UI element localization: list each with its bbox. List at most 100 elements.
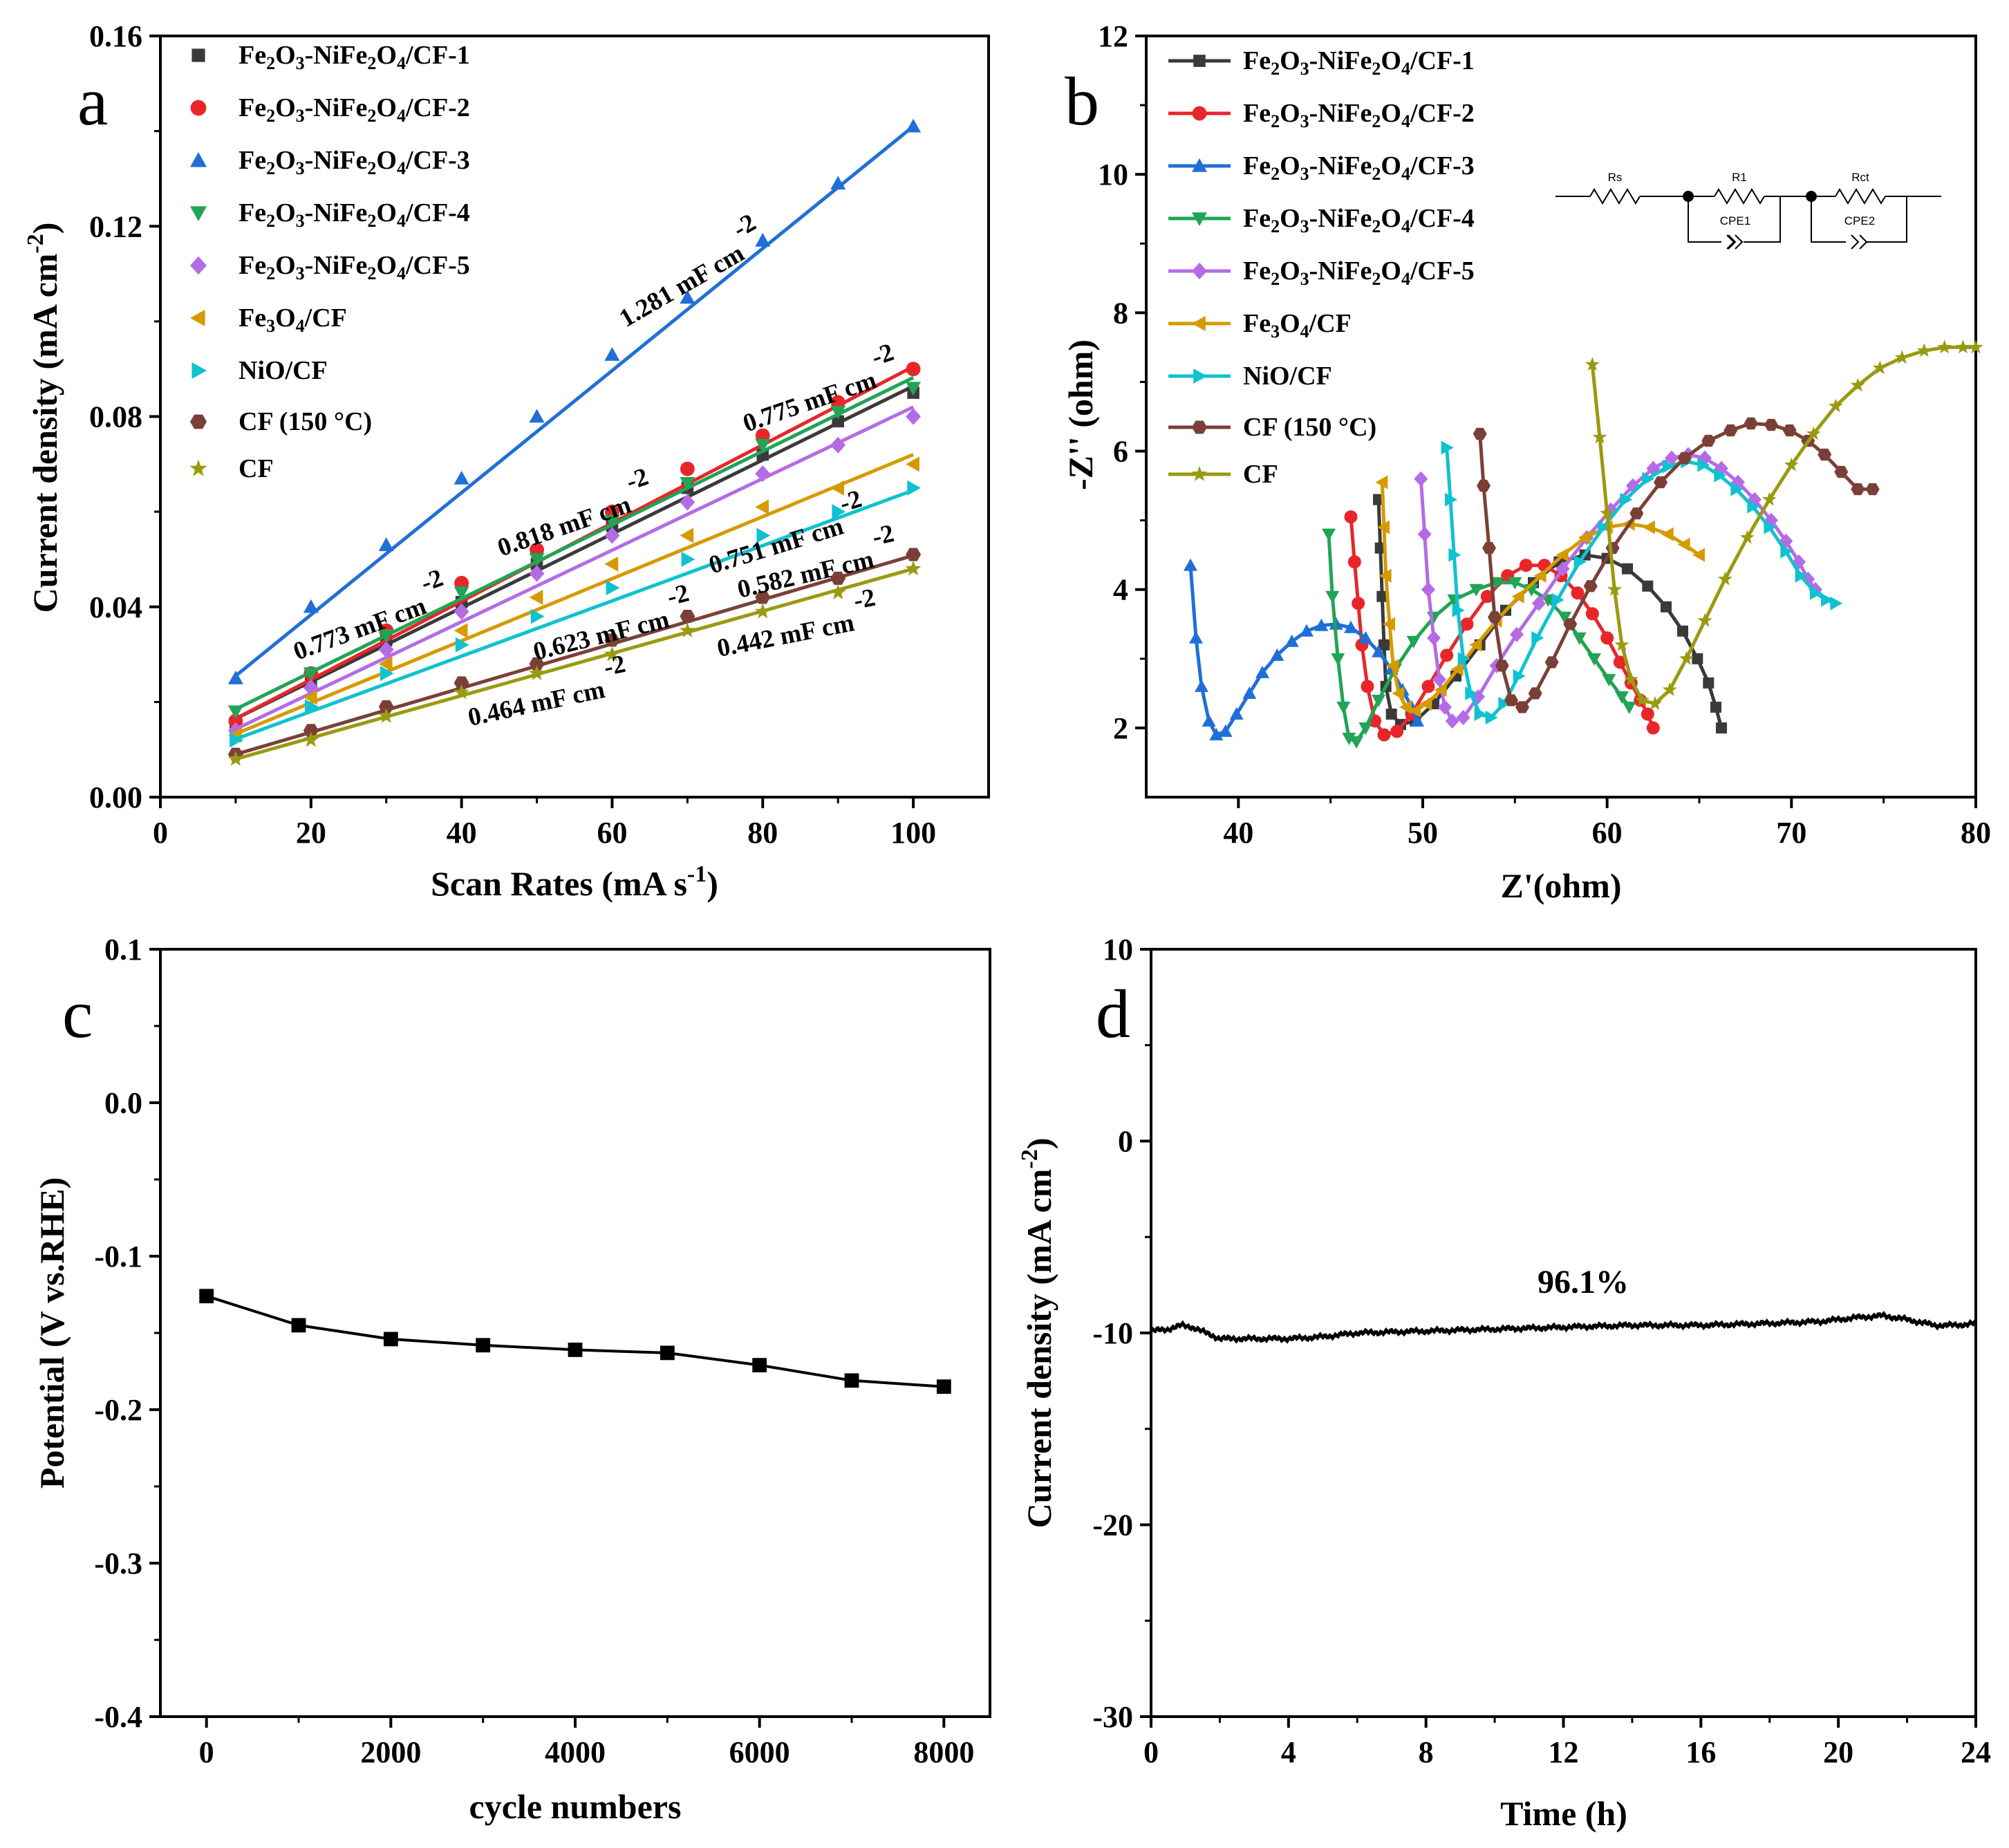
data-point-cf150 bbox=[1677, 451, 1692, 465]
legend-marker-nio bbox=[191, 362, 207, 379]
panel-c: 0 2000 4000 6000 8000 -0.4 -0.3 -0.2 -0.1 0.0 0.1 c… bbox=[32, 933, 991, 1826]
data-point-cf2 bbox=[1377, 728, 1391, 742]
data-point-cf2 bbox=[1440, 648, 1454, 662]
data-point-cf1 bbox=[1379, 639, 1390, 651]
data-point-nio bbox=[756, 528, 771, 543]
x-tick-label: 6000 bbox=[729, 1735, 790, 1769]
data-point-cf1 bbox=[1716, 722, 1727, 734]
x-axis-title: cycle numbers bbox=[469, 1787, 682, 1826]
x-tick-label: 8000 bbox=[913, 1735, 974, 1769]
data-point-cf5 bbox=[1414, 471, 1428, 487]
data-point-cf2 bbox=[228, 713, 243, 729]
series-line-nio bbox=[1445, 447, 1837, 720]
data-point-cf bbox=[1937, 339, 1952, 354]
x-tick-label: 12 bbox=[1549, 1735, 1579, 1769]
data-point-cf5 bbox=[1432, 671, 1446, 687]
data-point-cf150 bbox=[1654, 476, 1667, 489]
data-point-cf bbox=[1872, 360, 1887, 375]
x-tick-label: 2000 bbox=[360, 1735, 421, 1769]
data-point bbox=[291, 1318, 306, 1333]
data-point-cf1 bbox=[1376, 590, 1388, 602]
data-point-cf2 bbox=[906, 362, 921, 377]
data-point-nio bbox=[1448, 548, 1461, 562]
x-tick-label: 4000 bbox=[545, 1735, 606, 1769]
legend-marker-cf4 bbox=[1192, 212, 1207, 226]
data-point-cf150 bbox=[1495, 660, 1509, 672]
data-point-cf bbox=[1968, 339, 1983, 354]
cpe2-glyph bbox=[1851, 234, 1868, 250]
data-point-nio bbox=[530, 608, 545, 624]
legend-label-cf5: Fe2O3-NiFe2O4/CF-5 bbox=[1243, 256, 1475, 289]
data-point-cf bbox=[1607, 581, 1622, 596]
data-point-cf150 bbox=[604, 633, 620, 647]
data-point-cf3 bbox=[1195, 679, 1208, 692]
data-point-fe3o4 bbox=[1511, 589, 1524, 604]
data-point bbox=[568, 1343, 583, 1357]
data-point-fe3o4 bbox=[830, 480, 844, 496]
circuit-label-cpe1: CPE1 bbox=[1720, 214, 1750, 227]
x-tick-label: 16 bbox=[1685, 1735, 1716, 1769]
data-point-cf1 bbox=[1642, 580, 1654, 592]
y-tick-label: -20 bbox=[1092, 1509, 1133, 1542]
legend-marker-cf1 bbox=[1193, 55, 1206, 67]
data-point-cf3 bbox=[378, 537, 394, 552]
data-point-cf5 bbox=[1532, 595, 1546, 611]
data-point-fe3o4 bbox=[378, 656, 393, 672]
data-point-cf bbox=[1828, 398, 1843, 413]
data-point-cf4 bbox=[1372, 694, 1385, 707]
slope-label-cf3: 1.281 mF cm-2 bbox=[604, 208, 772, 333]
data-point-cf5 bbox=[830, 436, 846, 454]
data-point-cf3 bbox=[1344, 620, 1358, 633]
y-tick-label: 0.08 bbox=[89, 400, 142, 434]
data-point-nio bbox=[455, 637, 469, 653]
wire bbox=[1744, 196, 1781, 243]
data-point-cf5 bbox=[1510, 626, 1524, 642]
data-point-cf bbox=[1850, 377, 1865, 392]
data-point-cf2 bbox=[1390, 725, 1404, 738]
data-point-cf150 bbox=[1629, 507, 1644, 520]
data-point-cf5 bbox=[755, 465, 771, 483]
data-point-cf150 bbox=[1834, 465, 1849, 478]
data-point-fe3o4 bbox=[604, 556, 619, 572]
legend-marker-cf2 bbox=[190, 100, 207, 116]
data-point-nio bbox=[380, 666, 394, 682]
data-point-cf bbox=[1784, 457, 1799, 472]
y-tick-label: 0 bbox=[1118, 1125, 1133, 1159]
y-tick-label: -0.3 bbox=[94, 1547, 142, 1580]
cpe1-symbol bbox=[1728, 234, 1737, 250]
data-point-nio bbox=[1780, 544, 1793, 559]
panel-b: 40 50 60 70 80 2 4 6 8 10 12 b Z'(ohm) -Z'' (ohm) Fe2O… bbox=[1061, 19, 1991, 905]
data-point-fe3o4 bbox=[1375, 475, 1388, 489]
data-point-cf3 bbox=[303, 599, 319, 613]
data-point-cf4 bbox=[529, 553, 545, 567]
data-point-cf5 bbox=[604, 527, 620, 544]
data-point-nio bbox=[305, 699, 319, 715]
legend-label-fe3o4: Fe3O4/CF bbox=[239, 304, 347, 336]
data-point-cf2 bbox=[1585, 607, 1599, 621]
y-tick-label: 0.00 bbox=[89, 781, 142, 814]
data-point-nio bbox=[1662, 459, 1675, 474]
data-point-nio bbox=[1795, 568, 1808, 583]
data-point-cf3 bbox=[604, 347, 620, 361]
wire bbox=[1811, 196, 1846, 243]
data-point-cf4 bbox=[1572, 632, 1587, 645]
data-point-cf1 bbox=[832, 415, 844, 428]
y-tick-label: 12 bbox=[1098, 19, 1128, 53]
data-point-cf150 bbox=[1477, 479, 1491, 492]
panel-a-letter: a bbox=[77, 63, 108, 140]
data-point-cf150 bbox=[1544, 656, 1559, 669]
data-point-nio bbox=[832, 504, 846, 520]
data-point-cf3 bbox=[1202, 713, 1216, 727]
y-tick-label: 10 bbox=[1098, 158, 1128, 192]
plot-frame bbox=[1145, 35, 1977, 799]
data-point-fe3o4 bbox=[1578, 530, 1591, 545]
data-point-cf1 bbox=[1622, 563, 1633, 575]
data-point-cf bbox=[1739, 530, 1755, 544]
data-point-cf2 bbox=[1641, 707, 1654, 721]
data-point-cf4 bbox=[227, 705, 243, 720]
wire bbox=[1688, 196, 1721, 243]
data-point-cf150 bbox=[1764, 418, 1778, 431]
data-point-cf150 bbox=[1482, 542, 1496, 554]
data-point bbox=[199, 1289, 214, 1304]
